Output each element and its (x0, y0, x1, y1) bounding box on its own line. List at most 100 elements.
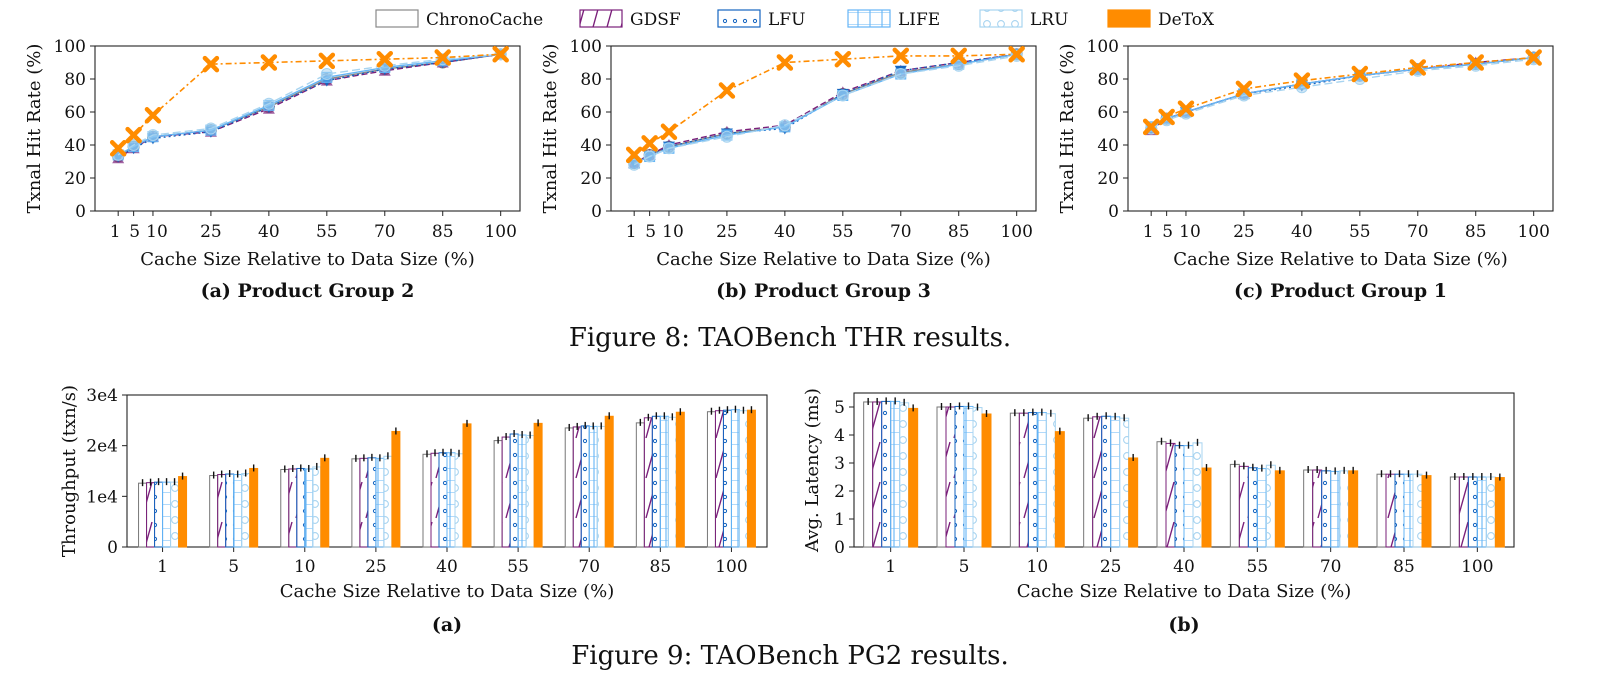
legend-swatch-detox (1107, 9, 1151, 28)
x-tick-label: 5 (959, 557, 970, 577)
x-tick-label: 5 (1162, 222, 1173, 242)
bar-detox (675, 411, 685, 548)
x-tick-label: 40 (258, 222, 280, 242)
bar-life (1476, 476, 1487, 548)
x-tick-label: 100 (715, 557, 747, 577)
bar-detox (604, 415, 614, 548)
x-tick-label: 5 (645, 222, 656, 242)
data-point-detox (892, 47, 910, 65)
legend: ChronoCache GDSF LFU LIFE LRU DeToX (375, 9, 1215, 30)
bar-lru (972, 407, 983, 548)
x-tick-label: 25 (1233, 222, 1255, 242)
bar-gdsf (1165, 442, 1176, 548)
subplot-title: (a) Product Group 2 (201, 280, 415, 302)
bar-gdsf (217, 474, 227, 548)
y-tick-label: 3e4 (86, 386, 118, 406)
x-tick-label: 10 (1179, 222, 1201, 242)
y-tick-label: 4 (834, 426, 845, 446)
y-tick-label: 80 (580, 70, 602, 90)
bar-lru (312, 466, 322, 548)
data-point-detox (660, 123, 678, 141)
y-tick-label: 100 (570, 37, 602, 57)
x-tick-label: 70 (1320, 557, 1342, 577)
y-tick-label: 20 (1097, 169, 1119, 189)
x-tick-label: 25 (365, 557, 387, 577)
legend-label-chronocache: ChronoCache (426, 10, 543, 30)
bar-lfu (1174, 445, 1185, 548)
bar-chronocache (1229, 463, 1240, 548)
bar-chart-throughput: 0 1e4 2e4 3e4 1 5 10 25 40 55 70 85 100 Cache Size Re… (59, 385, 768, 636)
y-axis-label: Avg. Latency (ms) (802, 388, 823, 553)
bar-chronocache (209, 475, 219, 548)
data-point-lru (894, 68, 907, 81)
data-point-detox (1235, 80, 1253, 98)
bar-lfu (722, 409, 732, 548)
bar-lru (1045, 413, 1056, 548)
y-tick-label: 100 (1087, 37, 1119, 57)
y-tick-label: 2 (834, 482, 845, 502)
bar-gdsf (945, 406, 956, 548)
bar-lfu (1247, 467, 1258, 548)
data-point-detox (1008, 46, 1025, 63)
y-tick-label: 0 (75, 202, 86, 222)
bar-gdsf (714, 410, 724, 548)
bar-gdsf (572, 426, 582, 548)
y-tick-label: 60 (580, 103, 602, 123)
x-tick-label: 100 (1000, 222, 1032, 242)
bar-life (659, 415, 669, 548)
bar-lfu (580, 425, 590, 548)
plot-frame (1127, 45, 1554, 212)
bar-chronocache (1376, 473, 1387, 548)
bar-chronocache (138, 482, 148, 548)
bar-lfu (154, 481, 164, 548)
legend-label-lfu: LFU (768, 10, 805, 30)
bar-life (375, 457, 385, 548)
data-point-detox (1142, 118, 1160, 136)
bar-gdsf (146, 482, 156, 548)
y-tick-label: 40 (64, 136, 86, 156)
bar-detox (320, 457, 330, 548)
x-tick-label: 100 (484, 222, 516, 242)
x-tick-label: 100 (1517, 222, 1549, 242)
data-point-detox (318, 52, 336, 70)
data-point-lru (952, 59, 965, 72)
bar-chronocache (1009, 412, 1020, 548)
bar-detox (746, 409, 756, 548)
bar-gdsf (430, 452, 440, 548)
bar-life (233, 474, 243, 548)
data-point-detox (1293, 72, 1311, 89)
x-axis-label: Cache Size Relative to Data Size (%) (280, 581, 614, 602)
bar-chronocache (564, 427, 574, 548)
x-tick-label: 55 (507, 557, 529, 577)
bar-detox (1494, 477, 1505, 548)
x-tick-label: 85 (1393, 557, 1415, 577)
y-tick-label: 40 (580, 136, 602, 156)
bar-chronocache (351, 458, 361, 548)
bar-detox (908, 407, 919, 548)
bar-lru (170, 481, 180, 548)
bar-lru (596, 425, 606, 548)
figure-9-caption: Figure 9: TAOBench PG2 results. (571, 641, 1009, 671)
bar-lru (738, 410, 748, 548)
y-tick-label: 2e4 (86, 437, 118, 457)
subplot-title: (c) Product Group 1 (1234, 280, 1447, 302)
bar-life (304, 468, 314, 548)
bar-life (517, 434, 527, 548)
data-point-lru (778, 119, 791, 132)
x-tick-label: 55 (316, 222, 338, 242)
x-tick-label: 100 (1461, 557, 1493, 577)
bar-chronocache (1449, 476, 1460, 548)
y-tick-label: 1 (834, 510, 845, 530)
legend-label-detox: DeToX (1158, 10, 1215, 30)
bar-lfu (1027, 412, 1038, 548)
bar-life (1256, 468, 1267, 548)
subplot-title: (a) (432, 614, 462, 636)
legend-swatch-life (847, 9, 891, 28)
bar-gdsf (359, 457, 369, 548)
legend-swatch-chronocache (375, 9, 419, 28)
x-tick-label: 40 (436, 557, 458, 577)
x-tick-label: 1 (885, 557, 896, 577)
y-tick-label: 1e4 (86, 487, 118, 507)
bar-gdsf (1018, 412, 1029, 548)
x-tick-label: 55 (832, 222, 854, 242)
